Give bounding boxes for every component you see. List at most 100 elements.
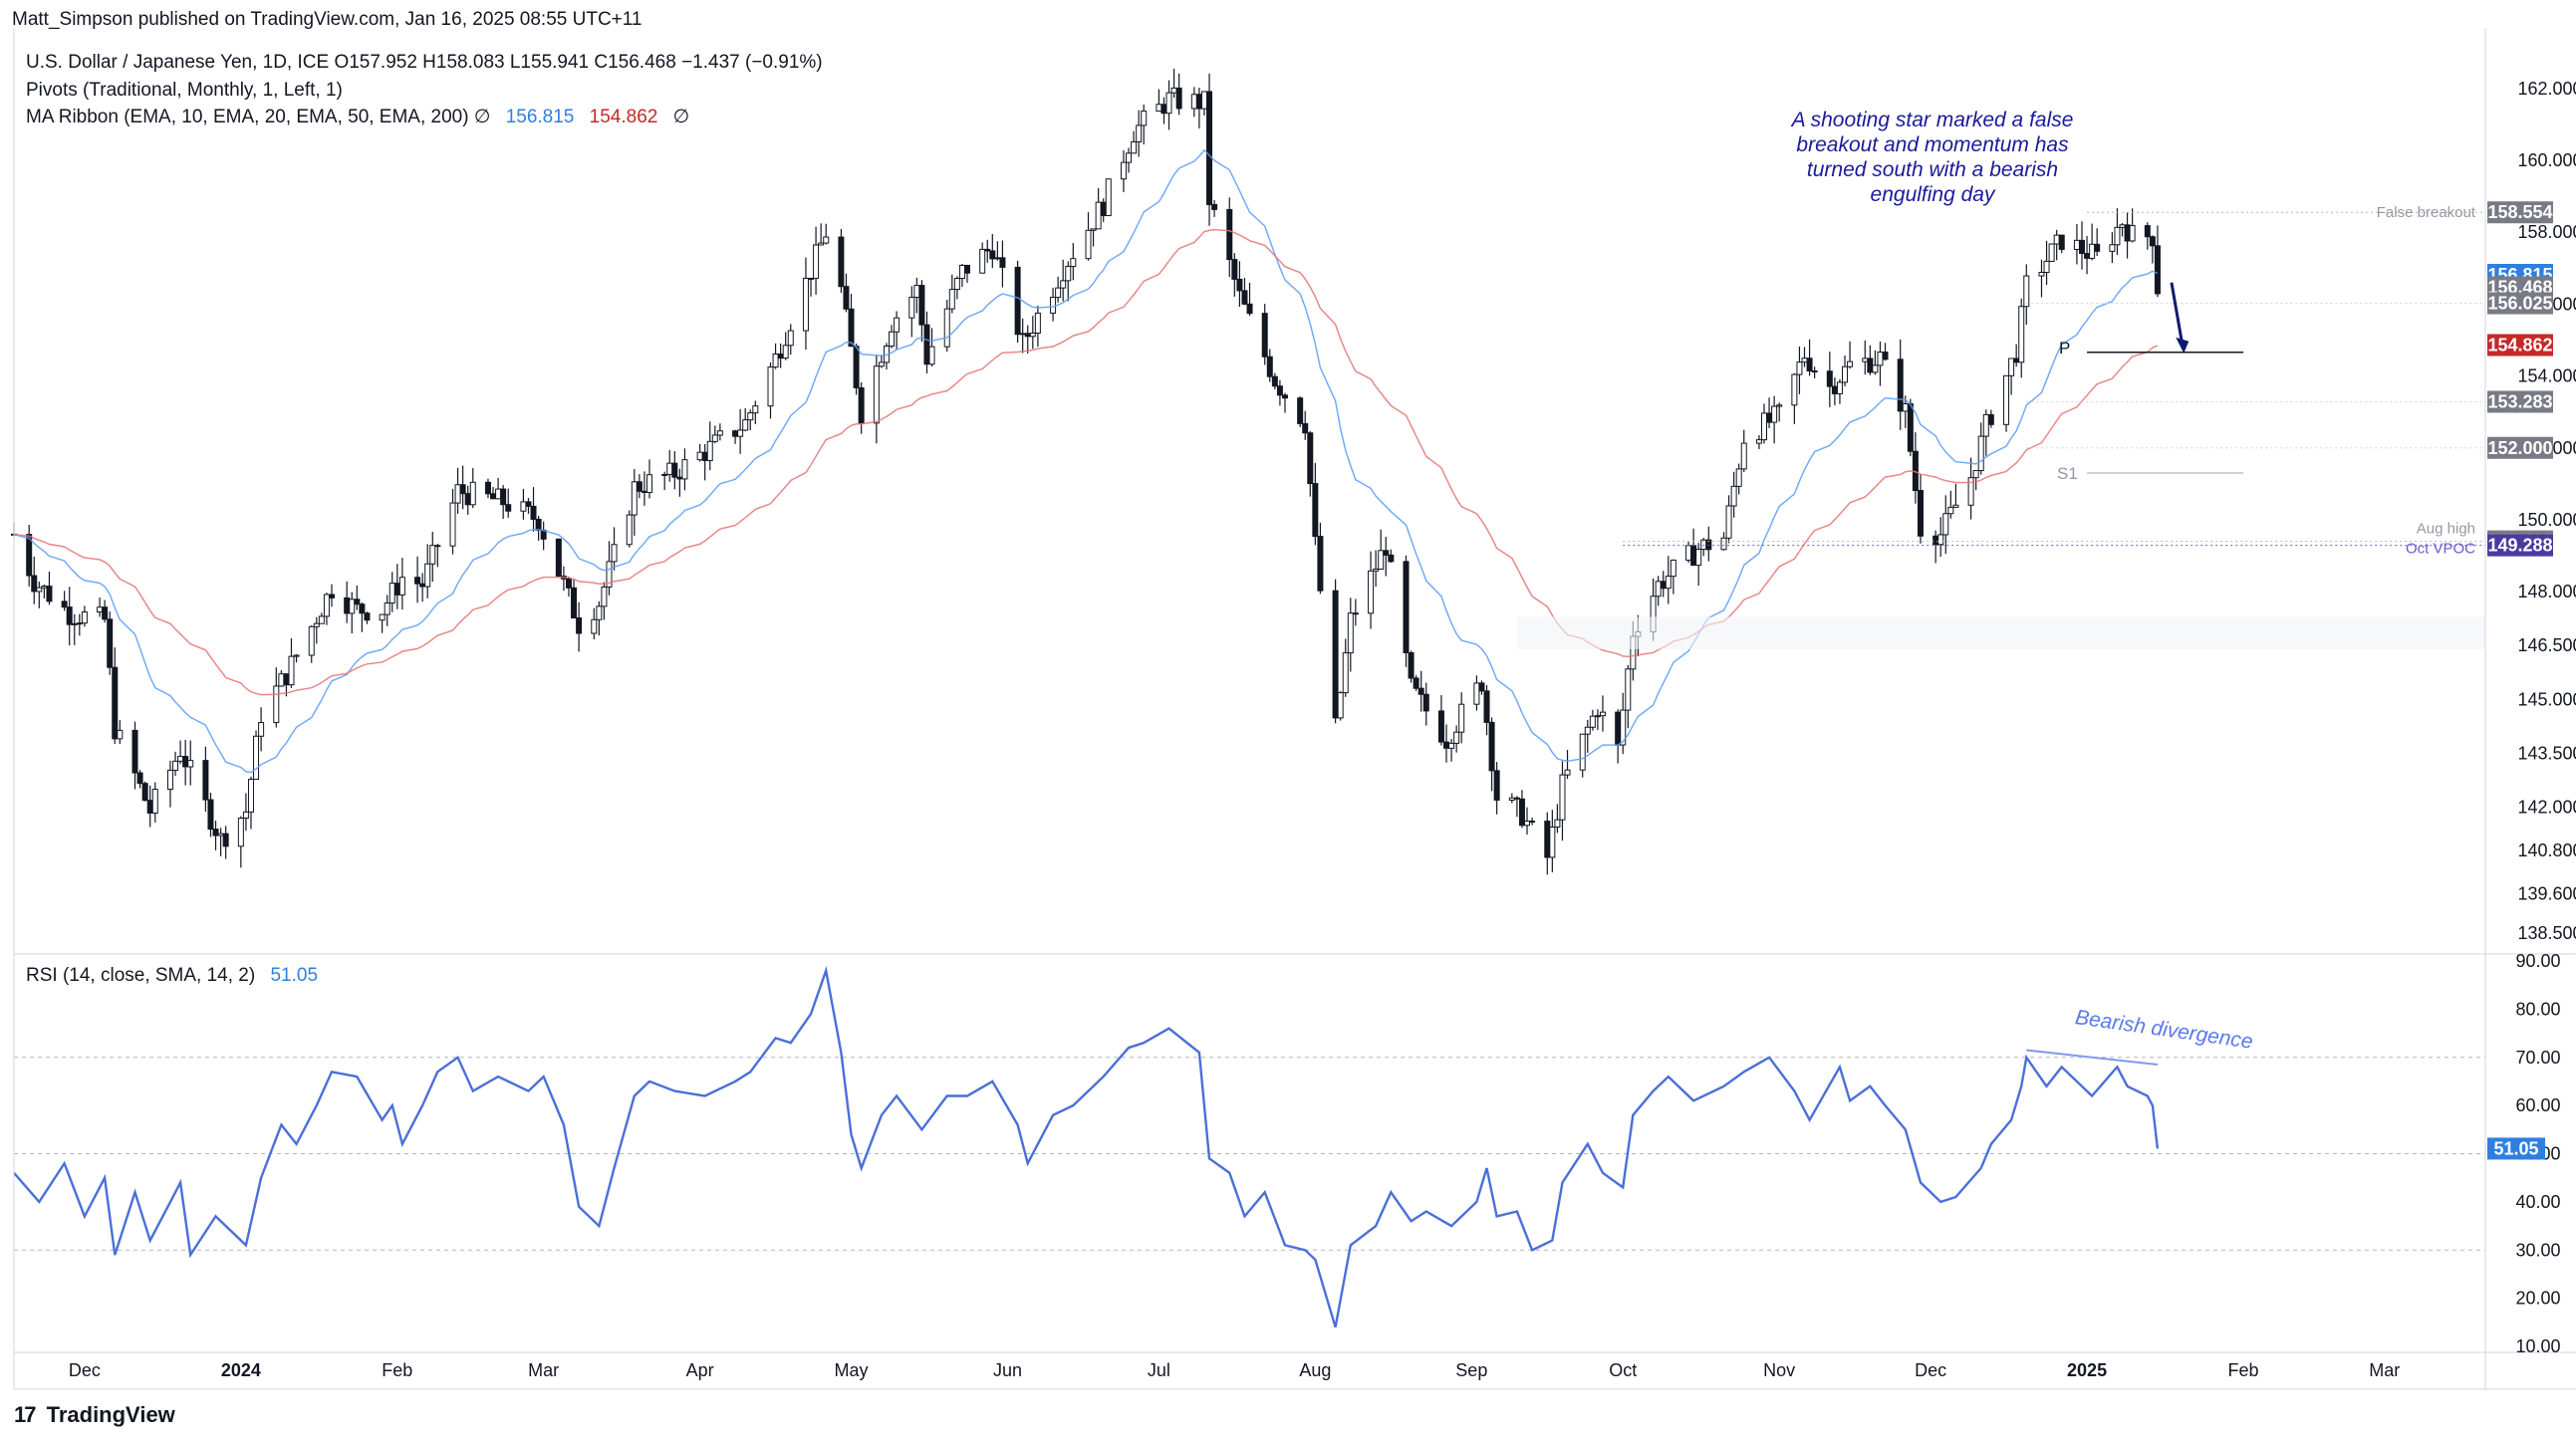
candle-body: [449, 502, 456, 547]
candle-body: [1725, 505, 1732, 539]
ma-ribbon-legend[interactable]: MA Ribbon (EMA, 10, EMA, 20, EMA, 50, EM…: [26, 106, 689, 128]
candle-body: [601, 587, 608, 607]
candle-body: [530, 505, 537, 520]
candle-body: [908, 296, 915, 319]
tradingview-brand[interactable]: 17 TradingView: [14, 1402, 175, 1428]
ema-50-line: [13, 228, 2159, 696]
candle-body: [636, 481, 643, 492]
candle-body: [2149, 236, 2156, 247]
oct-vpoc-label: Oct VPOC: [2406, 541, 2475, 558]
candle-body: [1695, 549, 1702, 567]
candle-body: [166, 769, 173, 791]
candle-body: [1019, 333, 1026, 336]
candle-body: [434, 545, 441, 548]
candle-body: [308, 625, 315, 656]
time-tick-label: Jul: [1148, 1360, 1170, 1380]
candle-body: [1090, 228, 1097, 231]
candle-body: [1987, 413, 1994, 425]
candle-body: [1342, 652, 1349, 694]
candle-body: [747, 412, 754, 421]
candle-body: [2073, 239, 2080, 250]
time-tick-label: Mar: [528, 1360, 559, 1380]
candle-body: [1842, 365, 1849, 383]
time-tick-label: Apr: [686, 1360, 714, 1380]
candle-body: [928, 346, 935, 365]
candle-body: [611, 544, 618, 563]
candle-body: [878, 361, 885, 367]
pivots-legend[interactable]: Pivots (Traditional, Monthly, 1, Left, 1…: [26, 80, 343, 101]
candle-body: [1952, 504, 1959, 508]
candle-body: [364, 612, 371, 621]
candle-body: [2078, 239, 2085, 255]
candle-body: [732, 430, 739, 437]
candle-body: [484, 481, 491, 495]
candle-body: [1977, 435, 1984, 472]
candle-body: [853, 346, 860, 388]
candle-body: [671, 462, 678, 478]
candle-body: [1584, 726, 1591, 735]
candle-body: [1559, 774, 1566, 821]
candle-body: [1917, 490, 1924, 537]
candle-body: [500, 488, 507, 506]
candle-body: [1211, 203, 1218, 210]
candle-body: [1034, 312, 1041, 334]
symbol-legend[interactable]: U.S. Dollar / Japanese Yen, 1D, ICE O157…: [26, 52, 823, 73]
pivot-s1-label: S1: [2057, 464, 2078, 483]
candle-body: [963, 264, 970, 274]
price-label-box: [2487, 390, 2553, 413]
candle-body: [1473, 682, 1480, 705]
rsi-tick-label: 20.00: [2515, 1289, 2560, 1309]
candle-body: [596, 605, 603, 620]
candle-body: [1055, 287, 1062, 299]
candle-body: [2109, 244, 2116, 252]
shaded-zone: [1516, 616, 2485, 649]
time-tick-label: Dec: [1915, 1360, 1946, 1380]
candle-body: [525, 501, 532, 507]
candle-body: [222, 833, 229, 847]
candle-body: [1195, 94, 1202, 110]
candle-body: [1266, 356, 1273, 377]
candle-body: [1947, 506, 1954, 515]
rsi-value-text: 51.05: [2493, 1138, 2538, 1158]
candle-body: [424, 563, 431, 588]
candle-body: [1029, 332, 1036, 338]
price-label-text: 152.000: [2487, 438, 2552, 458]
rsi-tick-label: 40.00: [2515, 1192, 2560, 1212]
price-tick-label: 162.000: [2517, 79, 2576, 99]
candle-body: [1705, 539, 1712, 551]
candle-body: [1352, 612, 1359, 615]
candle-body: [112, 666, 119, 740]
candle-body: [535, 518, 542, 531]
candle-body: [1594, 715, 1601, 718]
candle-body: [1085, 229, 1092, 260]
price-tick-label: 148.000: [2517, 582, 2576, 601]
candle-body: [1907, 402, 1914, 452]
candle-body: [323, 594, 330, 617]
candle-body: [1368, 570, 1375, 614]
candle-body: [943, 308, 950, 348]
price-tick-label: 139.600: [2517, 883, 2576, 903]
candle-body: [31, 575, 38, 593]
candle-body: [2094, 243, 2101, 252]
candle-body: [151, 789, 158, 814]
candle-body: [2058, 234, 2065, 250]
rsi-value-box: [2487, 1137, 2545, 1160]
rsi-tick-label: 60.00: [2515, 1095, 2560, 1115]
candle-body: [1529, 821, 1536, 824]
candle-body: [1388, 554, 1395, 563]
time-tick-label: Feb: [382, 1360, 412, 1380]
candle-body: [97, 606, 104, 613]
rsi-pane[interactable]: [13, 966, 2485, 1328]
candle-body: [641, 490, 647, 493]
candle-body: [645, 474, 652, 493]
candle-body: [1105, 178, 1112, 217]
candle-body: [1796, 361, 1803, 375]
time-tick-label: Mar: [2369, 1360, 2400, 1380]
candle-body: [1065, 266, 1072, 282]
candle-body: [293, 654, 300, 657]
candle-body: [1942, 513, 1949, 536]
time-tick-label: Nov: [1763, 1360, 1795, 1380]
price-pane[interactable]: P S1 False breakout Aug high Oct VPOC: [11, 69, 2486, 875]
rsi-legend[interactable]: RSI (14, close, SMA, 14, 2) 51.05: [26, 965, 318, 987]
